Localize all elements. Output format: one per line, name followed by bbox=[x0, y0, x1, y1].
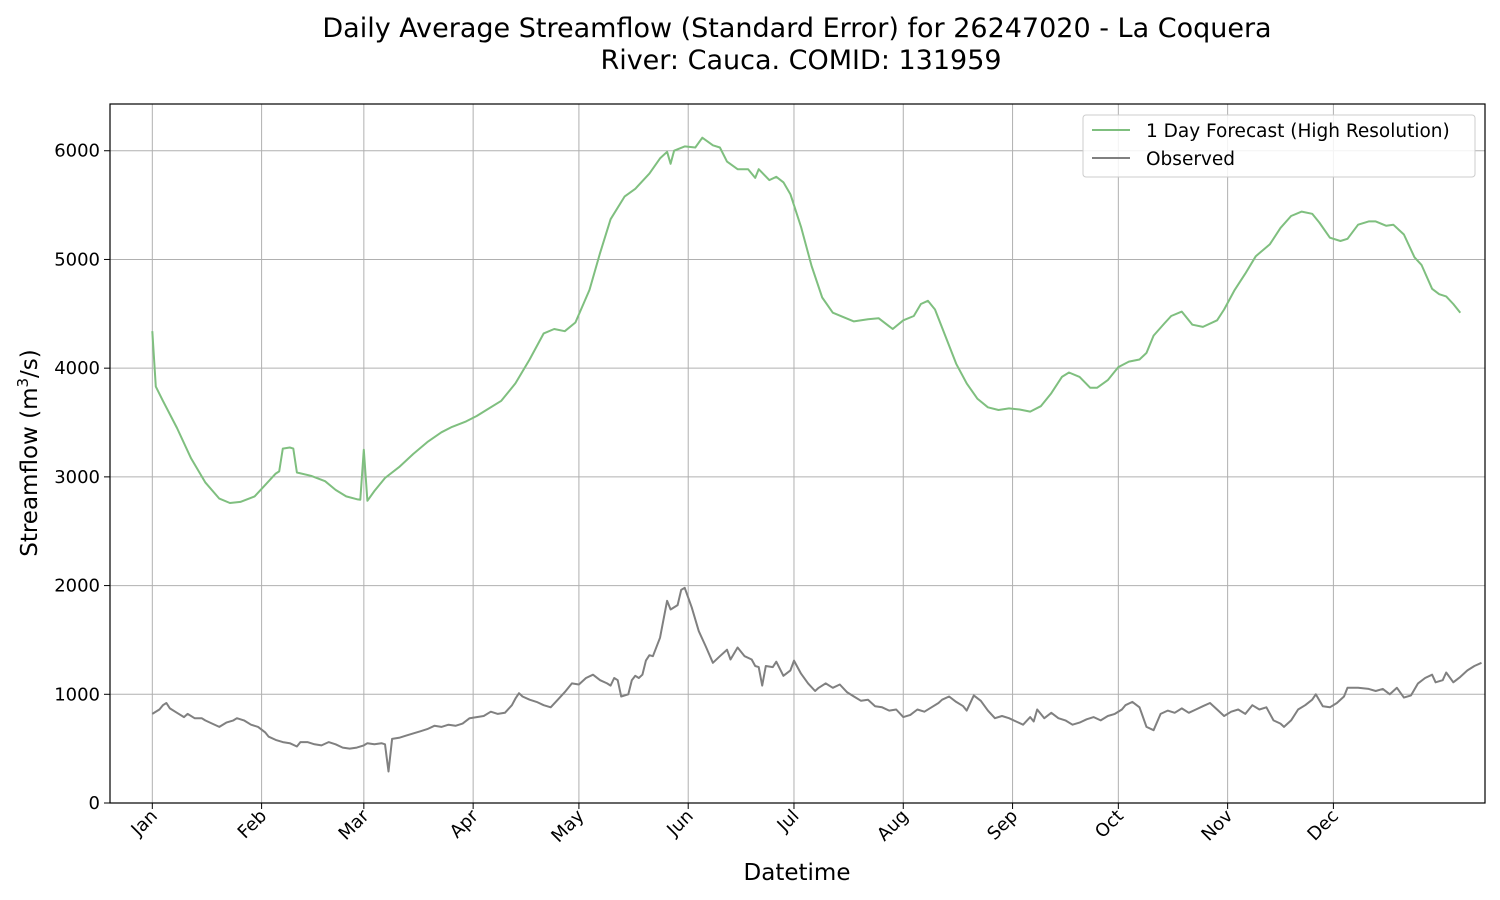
x-tick-label-apr: Apr bbox=[446, 805, 483, 842]
y-tick-label-6000: 6000 bbox=[54, 141, 100, 162]
legend-label-observed: Observed bbox=[1146, 149, 1235, 170]
x-tick-label-jan: Jan bbox=[127, 806, 162, 841]
x-tick-label-nov: Nov bbox=[1197, 805, 1237, 845]
y-axis-label-main: Streamflow (m bbox=[17, 387, 43, 556]
x-tick-label-sep: Sep bbox=[983, 806, 1022, 845]
x-tick-label-jul: Jul bbox=[773, 806, 804, 837]
x-axis: Jan Feb Mar Apr May Jun Jul Aug Sep Oct Nov Dec bbox=[127, 803, 1343, 847]
x-axis-label: Datetime bbox=[744, 860, 851, 886]
y-tick-label-3000: 3000 bbox=[54, 467, 100, 488]
x-tick-label-dec: Dec bbox=[1303, 806, 1342, 845]
x-tick-label-aug: Aug bbox=[873, 806, 913, 846]
y-tick-label-5000: 5000 bbox=[54, 249, 100, 270]
legend-box bbox=[1082, 114, 1476, 178]
chart-title-line-1: Daily Average Streamflow (Standard Error… bbox=[322, 13, 1271, 44]
series-lines bbox=[151, 136, 1482, 773]
y-axis-label-suffix: /s) bbox=[17, 349, 43, 378]
x-tick-label-oct: Oct bbox=[1091, 806, 1128, 843]
y-axis-label-superscript: 3 bbox=[14, 378, 32, 388]
x-tick-label-jun: Jun bbox=[662, 806, 697, 841]
y-tick-label-1000: 1000 bbox=[54, 684, 100, 705]
plot-area-frame bbox=[109, 103, 1486, 804]
grid bbox=[110, 104, 1485, 804]
y-tick-label-0: 0 bbox=[89, 793, 100, 814]
y-tick-label-4000: 4000 bbox=[54, 358, 100, 379]
series-line-observed bbox=[151, 586, 1482, 773]
legend-label-forecast: 1 Day Forecast (High Resolution) bbox=[1146, 121, 1450, 142]
y-axis: 0 1000 2000 3000 4000 5000 6000 bbox=[54, 141, 110, 814]
x-tick-label-may: May bbox=[547, 805, 588, 846]
x-tick-label-mar: Mar bbox=[335, 805, 374, 844]
y-tick-label-2000: 2000 bbox=[54, 576, 100, 597]
legend: 1 Day Forecast (High Resolution) Observe… bbox=[1082, 114, 1476, 178]
chart-title-line-2: River: Cauca. COMID: 131959 bbox=[600, 45, 1001, 76]
y-axis-label: Streamflow (m3/s) bbox=[14, 349, 43, 557]
x-tick-label-feb: Feb bbox=[234, 806, 271, 843]
series-line-forecast bbox=[151, 136, 1462, 504]
